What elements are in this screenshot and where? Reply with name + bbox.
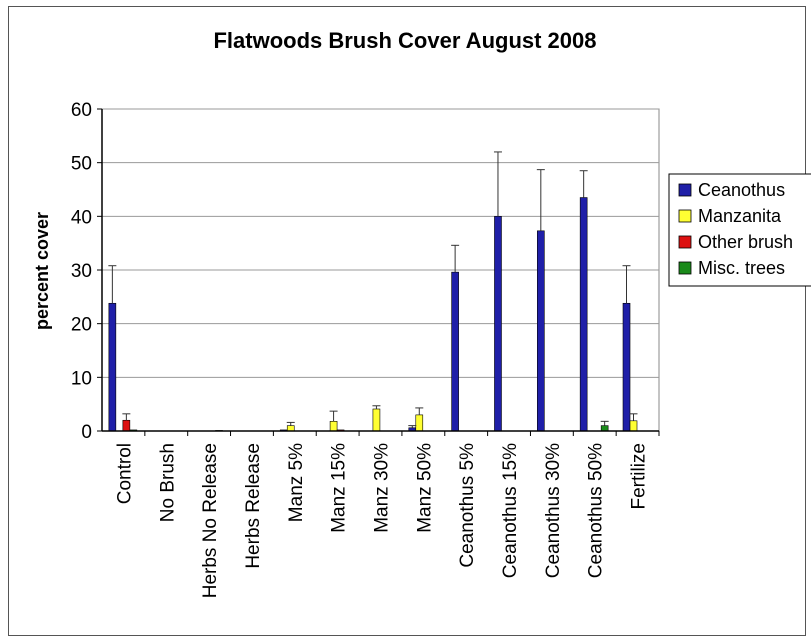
y-tick-label: 60 <box>71 100 92 121</box>
bar <box>600 425 609 432</box>
legend-label: Manzanita <box>698 206 782 226</box>
bar <box>537 230 545 432</box>
axes <box>97 108 660 436</box>
y-tick-label: 50 <box>71 154 92 175</box>
legend-label: Misc. trees <box>698 258 785 278</box>
x-tick-label: Ceanothus 5% <box>457 443 478 568</box>
legend-swatch <box>678 235 692 249</box>
y-tick-label: 0 <box>81 422 92 443</box>
x-tick-label: Ceanothus 50% <box>586 443 607 578</box>
x-tick-label: Ceanothus 15% <box>500 443 521 578</box>
x-tick-label: Manz 5% <box>286 443 307 522</box>
error-bars <box>108 151 638 428</box>
y-tick-labels: 0 10 20 30 40 50 60 <box>71 100 92 443</box>
bar <box>629 420 638 432</box>
legend-swatch <box>678 261 692 275</box>
y-tick-label: 10 <box>71 368 92 389</box>
x-tick-label: Manz 30% <box>372 443 393 533</box>
grid <box>102 108 659 378</box>
bar <box>451 271 459 432</box>
x-tick-labels: Control No Brush Herbs No Release Herbs Rel… <box>114 443 649 598</box>
legend: Ceanothus Manzanita Other brush Misc. trees <box>668 173 811 287</box>
chart-title: Flatwoods Brush Cover August 2008 <box>213 28 596 53</box>
legend-swatch <box>678 209 692 223</box>
y-tick-label: 20 <box>71 315 92 336</box>
x-tick-label: Control <box>114 443 135 504</box>
x-tick-label: Fertilize <box>629 443 650 510</box>
bar <box>579 197 588 432</box>
bar <box>329 421 338 432</box>
bar <box>122 419 131 432</box>
bar <box>415 414 424 432</box>
x-tick-label: No Brush <box>157 443 178 522</box>
legend-swatch <box>678 183 692 197</box>
x-tick-label: Herbs Release <box>243 443 264 569</box>
legend-box <box>668 173 811 287</box>
x-tick-label: Herbs No Release <box>200 443 221 598</box>
x-tick-label: Manz 15% <box>329 443 350 533</box>
bar <box>494 216 502 432</box>
bar <box>108 302 117 432</box>
y-tick-label: 40 <box>71 207 92 228</box>
y-axis-label: percent cover <box>32 212 52 330</box>
bar <box>372 408 381 432</box>
bar <box>622 302 631 432</box>
bar <box>286 425 295 432</box>
legend-label: Other brush <box>698 232 793 252</box>
legend-label: Ceanothus <box>698 180 785 200</box>
y-tick-label: 30 <box>71 261 92 282</box>
x-tick-label: Manz 50% <box>414 443 435 533</box>
x-tick-label: Ceanothus 30% <box>543 443 564 578</box>
